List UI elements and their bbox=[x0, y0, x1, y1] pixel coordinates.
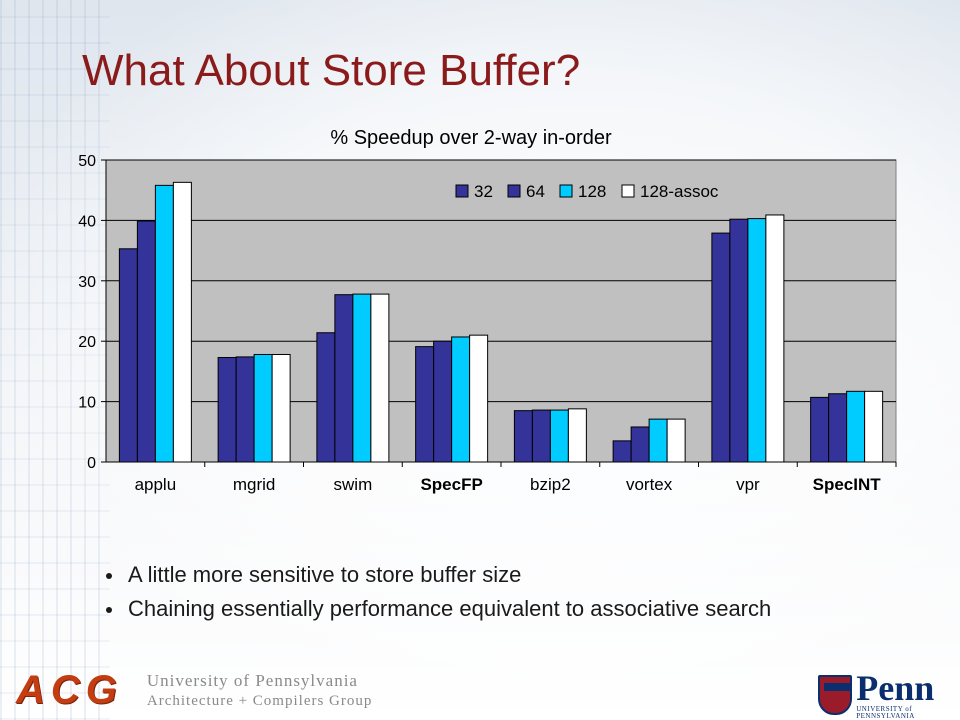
bar-128-applu bbox=[154, 184, 174, 463]
bar-128-assoc-SpecINT bbox=[864, 390, 884, 463]
bar-32-SpecFP bbox=[415, 346, 435, 463]
x-tick-label: applu bbox=[135, 475, 177, 494]
bar-128-assoc-bzip2 bbox=[567, 408, 587, 463]
legend-label: 32 bbox=[474, 182, 493, 201]
bar-64-swim bbox=[334, 294, 354, 463]
legend-swatch bbox=[559, 184, 573, 198]
legend-swatch bbox=[507, 184, 521, 198]
penn-wordmark: Penn UNIVERSITY of PENNSYLVANIA bbox=[856, 670, 960, 720]
bar-64-applu bbox=[136, 220, 156, 463]
bar-64-SpecFP bbox=[433, 340, 453, 463]
bullet-item: A little more sensitive to store buffer … bbox=[106, 558, 771, 592]
bullet-list: A little more sensitive to store buffer … bbox=[106, 558, 771, 626]
y-tick-label: 20 bbox=[78, 334, 96, 351]
bar-32-applu bbox=[118, 248, 138, 463]
bar-32-vortex bbox=[612, 440, 632, 463]
bar-32-vpr bbox=[711, 232, 731, 463]
bar-64-vpr bbox=[729, 218, 749, 463]
x-tick-label: swim bbox=[334, 475, 373, 494]
legend-swatch bbox=[455, 184, 469, 198]
penn-shield-icon bbox=[818, 675, 853, 715]
legend-swatch bbox=[621, 184, 635, 198]
legend-label: 128-assoc bbox=[640, 182, 719, 201]
bar-128-swim bbox=[352, 293, 372, 463]
affiliation-text: University of Pennsylvania Architecture … bbox=[147, 671, 373, 711]
bar-128-assoc-mgrid bbox=[271, 353, 291, 463]
bar-64-mgrid bbox=[235, 356, 255, 463]
bullet-item: Chaining essentially performance equival… bbox=[106, 592, 771, 626]
affiliation-line-2: Architecture + Compilers Group bbox=[146, 692, 373, 709]
legend-label: 128 bbox=[578, 182, 606, 201]
bar-128-vpr bbox=[747, 218, 767, 463]
bar-32-swim bbox=[316, 332, 336, 463]
chart-title: % Speedup over 2-way in-order bbox=[330, 127, 612, 149]
penn-wordmark-text: Penn bbox=[856, 668, 935, 708]
penn-logo: Penn UNIVERSITY of PENNSYLVANIA bbox=[818, 670, 960, 720]
affiliation-line-1: University of Pennsylvania bbox=[146, 670, 358, 690]
bar-128-assoc-vpr bbox=[765, 214, 785, 463]
bar-128-SpecINT bbox=[846, 390, 866, 463]
bar-64-bzip2 bbox=[531, 409, 551, 463]
bar-64-vortex bbox=[630, 426, 650, 463]
x-tick-label: SpecFP bbox=[420, 475, 482, 494]
x-tick-label: vpr bbox=[736, 475, 760, 494]
penn-wordmark-subtext: UNIVERSITY of PENNSYLVANIA bbox=[856, 705, 915, 720]
legend-label: 64 bbox=[526, 182, 545, 201]
bar-128-assoc-swim bbox=[370, 293, 390, 463]
acg-footer: ACG University of Pennsylvania Architect… bbox=[16, 668, 372, 713]
bar-128-assoc-vortex bbox=[666, 418, 686, 463]
bar-32-mgrid bbox=[217, 357, 237, 463]
bar-64-SpecINT bbox=[828, 393, 848, 463]
bar-32-SpecINT bbox=[810, 396, 830, 463]
x-tick-label: vortex bbox=[626, 475, 673, 494]
y-tick-label: 40 bbox=[78, 213, 96, 230]
y-tick-label: 10 bbox=[78, 395, 96, 412]
x-tick-label: bzip2 bbox=[530, 475, 571, 494]
bar-128-vortex bbox=[648, 418, 668, 463]
bar-32-bzip2 bbox=[513, 410, 533, 463]
speedup-bar-chart: % Speedup over 2-way in-order 0 10 20 30 40 50… bbox=[78, 127, 897, 494]
y-tick-label: 0 bbox=[87, 455, 96, 472]
y-tick-label: 30 bbox=[78, 274, 96, 291]
bar-128-mgrid bbox=[253, 353, 273, 463]
x-tick-label: mgrid bbox=[233, 475, 276, 494]
acg-logo: ACG bbox=[16, 668, 123, 712]
y-tick-label: 50 bbox=[78, 153, 96, 170]
bar-128-assoc-applu bbox=[172, 181, 192, 463]
bar-128-SpecFP bbox=[451, 336, 471, 463]
bar-128-bzip2 bbox=[549, 409, 569, 463]
x-tick-label: SpecINT bbox=[813, 475, 882, 494]
bar-128-assoc-SpecFP bbox=[469, 334, 489, 463]
slide-title: What About Store Buffer? bbox=[82, 46, 581, 95]
